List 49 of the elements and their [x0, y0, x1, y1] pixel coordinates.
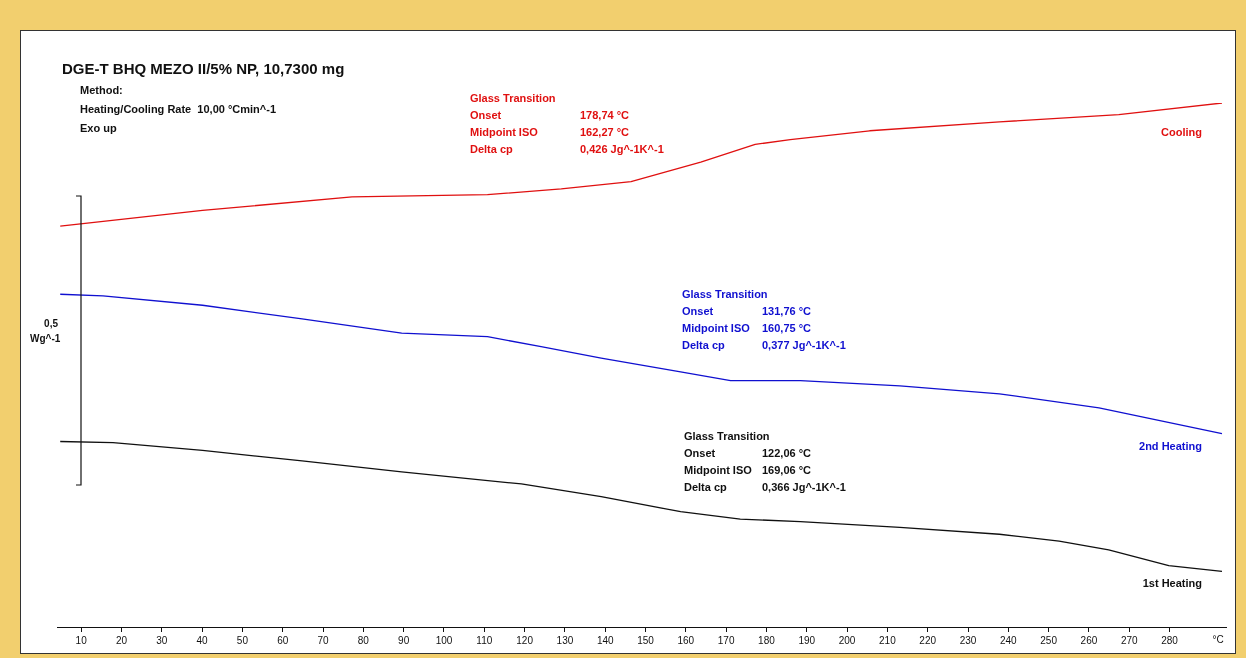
- x-tick-label: 170: [717, 634, 735, 646]
- series-label: 2nd Heating: [1139, 439, 1202, 452]
- x-tick-label: 200: [838, 634, 856, 646]
- x-tick-label: 70: [317, 634, 330, 646]
- y-axis-title: 0,5 Wg^-1: [30, 317, 61, 346]
- x-tick-label: 40: [196, 634, 209, 646]
- annotation: Glass Transition: [684, 430, 770, 442]
- x-tick-label: 20: [115, 634, 128, 646]
- series-label: 1st Heating: [1142, 577, 1202, 590]
- x-tick-label: 130: [556, 634, 574, 646]
- x-tick-label: 210: [879, 634, 897, 646]
- series-label: Cooling: [1161, 126, 1202, 139]
- text: Onset 178,74 °C: [470, 109, 630, 121]
- x-tick-label: 80: [357, 634, 370, 646]
- x-tick-label: 30: [156, 634, 168, 646]
- annotation: Midpoint ISO 160,75 °C: [682, 322, 812, 334]
- x-axis-title: °C: [1212, 633, 1224, 645]
- x-tick-label: 220: [919, 634, 937, 646]
- x-tick-label: 190: [798, 634, 816, 646]
- x-tick-label: 110: [476, 634, 493, 646]
- x-tick-label: 270: [1120, 634, 1139, 646]
- annotation: Glass Transition: [682, 288, 768, 300]
- x-tick-label: 230: [959, 634, 977, 646]
- x-tick-label: 160: [677, 634, 695, 646]
- x-tick-label: 150: [637, 634, 655, 646]
- x-tick-label: 120: [516, 634, 534, 646]
- text: Delta cp 0,366 Jg^-1K^-1: [684, 481, 846, 493]
- x-tick-label: 10: [75, 634, 88, 646]
- text: Midpoint ISO 162,27 °C: [470, 126, 630, 138]
- x-tick-label: 100: [435, 634, 453, 646]
- annotation: Heating/Cooling Rate 10,00 °Cmin^-1: [80, 103, 277, 115]
- x-tick-label: 280: [1161, 634, 1179, 646]
- text: Delta cp 0,377 Jg^-1K^-1: [682, 339, 846, 351]
- annotation: Glass Transition: [470, 92, 556, 104]
- text: Onset 131,76 °C: [682, 305, 812, 317]
- x-tick-label: 250: [1040, 634, 1058, 646]
- text: Method:: [80, 84, 123, 96]
- x-tick-label: 90: [398, 634, 410, 646]
- x-tick-label: 140: [596, 634, 614, 646]
- annotation: Midpoint ISO 169,06 °C: [684, 464, 812, 476]
- text: Delta cp 0,426 Jg^-1K^-1: [470, 143, 664, 155]
- x-tick-label: 50: [236, 634, 249, 646]
- x-tick-label: 60: [277, 634, 289, 646]
- x-tick-label: 180: [758, 634, 776, 646]
- text: Onset 122,06 °C: [684, 447, 812, 459]
- x-tick-label: 260: [1080, 634, 1098, 646]
- x-tick-label: 240: [999, 634, 1018, 646]
- chart-title: DGE-T BHQ MEZO II/5% NP, 10,7300 mg: [62, 60, 345, 77]
- annotation: Exo up: [80, 122, 117, 134]
